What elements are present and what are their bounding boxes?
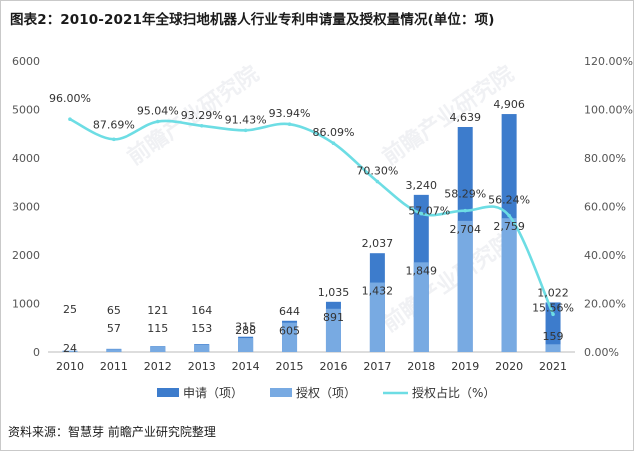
bar-grant xyxy=(457,220,473,352)
y-right-tick-label: 100.00% xyxy=(584,104,633,117)
y-right-tick-label: 20.00% xyxy=(584,298,626,311)
bar-grant xyxy=(106,349,122,352)
rate-point xyxy=(375,179,380,184)
x-tick-label: 2015 xyxy=(276,360,304,373)
bar-grant xyxy=(238,338,254,352)
rate-point xyxy=(507,213,511,218)
data-label-apply: 2,037 xyxy=(362,237,394,250)
data-label-grant: 159 xyxy=(543,330,564,343)
data-label-rate: 58.29% xyxy=(444,188,486,201)
x-tick-label: 2016 xyxy=(319,360,347,373)
data-label-grant: 2,759 xyxy=(493,220,525,233)
data-label-grant: 288 xyxy=(235,324,256,337)
x-tick-label: 2012 xyxy=(144,360,172,373)
bar-grant xyxy=(369,282,385,352)
data-label-apply: 121 xyxy=(147,304,168,317)
chart-title: 图表2：2010-2021年全球扫地机器人行业专利申请量及授权量情况(单位：项) xyxy=(10,12,495,28)
rate-point xyxy=(68,117,72,121)
data-label-rate: 95.04% xyxy=(137,105,179,118)
data-label-grant: 2,704 xyxy=(449,223,481,236)
x-tick-label: 2010 xyxy=(56,360,84,373)
bar-grant xyxy=(545,344,561,352)
data-label-grant: 153 xyxy=(191,322,212,335)
data-label-rate: 91.43% xyxy=(225,113,267,126)
x-tick-label: 2020 xyxy=(495,360,523,373)
y-left-tick-label: 2000 xyxy=(12,249,40,262)
bar-grant xyxy=(194,344,210,352)
data-label-apply: 25 xyxy=(63,303,77,316)
data-label-rate: 57.07% xyxy=(408,205,450,218)
source-note: 资料来源：智慧芽 前瞻产业研究院整理 xyxy=(8,425,216,439)
data-label-grant: 1,849 xyxy=(406,264,438,277)
bar-grant xyxy=(501,218,517,352)
x-tick-label: 2017 xyxy=(363,360,391,373)
y-left-tick-label: 0 xyxy=(33,346,40,359)
y-left-tick-label: 5000 xyxy=(12,104,40,117)
data-label-apply: 164 xyxy=(191,304,212,317)
data-label-rate: 86.09% xyxy=(312,126,354,139)
data-label-grant: 891 xyxy=(323,311,344,324)
y-left-tick-label: 4000 xyxy=(12,152,40,165)
data-label-apply: 4,639 xyxy=(449,111,481,124)
data-label-apply: 644 xyxy=(279,305,300,318)
data-label-rate: 93.29% xyxy=(181,109,223,122)
rate-point xyxy=(155,119,160,124)
bar-grant xyxy=(282,322,298,352)
bar-grant xyxy=(62,350,78,352)
y-left-tick-label: 6000 xyxy=(12,55,40,68)
legend-swatch-apply xyxy=(157,388,179,397)
bar-grant xyxy=(413,262,429,352)
rate-point xyxy=(287,122,292,126)
x-tick-label: 2013 xyxy=(188,360,216,373)
data-label-apply: 315 xyxy=(235,321,256,334)
rate-point xyxy=(243,128,248,133)
rate-point xyxy=(331,141,336,146)
data-label-grant: 57 xyxy=(107,322,121,335)
bar-grant xyxy=(325,308,341,352)
x-tick-label: 2011 xyxy=(100,360,128,373)
data-label-rate: 93.94% xyxy=(269,107,311,120)
data-label-rate: 96.00% xyxy=(49,92,91,105)
rate-point xyxy=(551,312,555,317)
bar-grant xyxy=(150,346,166,352)
data-label-grant: 605 xyxy=(279,325,300,338)
x-tick-label: 2018 xyxy=(407,360,435,373)
x-tick-label: 2014 xyxy=(232,360,260,373)
y-right-tick-label: 80.00% xyxy=(584,152,626,165)
data-label-apply: 65 xyxy=(107,304,121,317)
bar-apply xyxy=(545,302,561,352)
x-tick-label: 2021 xyxy=(539,360,567,373)
legend-label-apply: 申请（项） xyxy=(183,386,243,400)
y-right-tick-label: 0.00% xyxy=(584,346,619,359)
data-label-grant: 1,432 xyxy=(362,285,394,298)
data-label-rate: 15.56% xyxy=(532,301,574,314)
data-label-rate: 56.24% xyxy=(488,194,530,207)
y-right-tick-label: 40.00% xyxy=(584,249,626,262)
legend-swatch-grant xyxy=(270,388,292,397)
y-left-tick-label: 3000 xyxy=(12,201,40,214)
rate-line xyxy=(69,118,555,315)
data-label-apply: 4,906 xyxy=(493,98,525,111)
x-tick-label: 2019 xyxy=(451,360,479,373)
y-right-tick-label: 120.00% xyxy=(584,55,633,68)
data-label-grant: 24 xyxy=(63,342,77,355)
legend-label-rate: 授权占比（%） xyxy=(412,385,495,400)
data-label-apply: 1,022 xyxy=(537,286,569,299)
y-left-tick-label: 1000 xyxy=(12,298,40,311)
rate-point xyxy=(419,211,424,216)
data-label-rate: 87.69% xyxy=(93,118,135,131)
rate-point xyxy=(112,137,116,142)
rate-point xyxy=(463,208,468,213)
data-label-grant: 115 xyxy=(147,322,168,335)
legend-label-grant: 授权（项） xyxy=(296,385,356,400)
data-label-apply: 1,035 xyxy=(318,286,350,299)
data-label-rate: 70.30% xyxy=(356,165,398,178)
rate-point xyxy=(199,123,204,128)
data-label-apply: 3,240 xyxy=(406,179,438,192)
y-right-tick-label: 60.00% xyxy=(584,201,626,214)
